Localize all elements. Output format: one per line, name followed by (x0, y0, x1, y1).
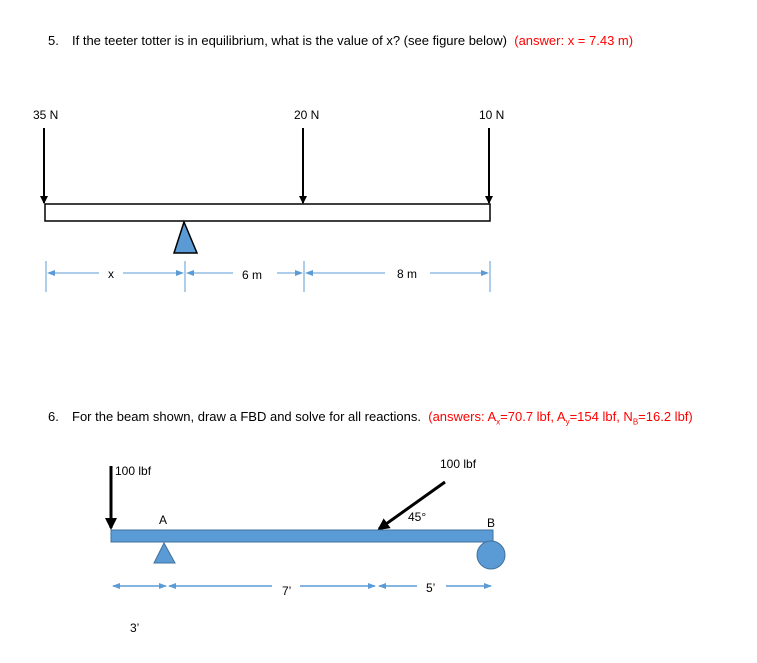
question-number: 6. (48, 409, 59, 424)
dimension-lines (45, 261, 491, 292)
force-label-10n: 10 N (479, 108, 504, 122)
question-text: For the beam shown, draw a FBD and solve… (72, 409, 421, 424)
left-force-label: 100 lbf (115, 464, 152, 478)
fulcrum-triangle (172, 219, 199, 254)
question-number: 5. (48, 33, 59, 48)
pin-support-a (153, 541, 176, 564)
beam (110, 529, 494, 543)
force-label-20n: 20 N (294, 108, 319, 122)
beam-figure: 100 lbf 100 lbf 45° A B 3’ 7’ 5’ (105, 457, 506, 635)
answer-text: (answer: x = 7.43 m) (514, 33, 634, 48)
dimension-7ft: 7’ (282, 584, 291, 598)
dimension-5ft: 5’ (426, 581, 435, 595)
question-text: If the teeter totter is in equilibrium, … (72, 33, 507, 48)
point-b-label: B (487, 516, 495, 530)
question-6: 6. For the beam shown, draw a FBD and sol… (48, 409, 693, 427)
point-a-label: A (159, 513, 167, 527)
question-5: 5. If the teeter totter is in equilibrium… (48, 33, 633, 48)
angled-force-arrow (377, 480, 446, 531)
teeter-beam (44, 203, 491, 222)
dimension-8m: 8 m (397, 267, 417, 281)
dimension-x: x (108, 267, 114, 281)
teeter-totter-figure: 35 N 20 N 10 N x 6 m 8 m (33, 108, 504, 292)
angled-force-label: 100 lbf (440, 457, 477, 471)
roller-support-b (476, 540, 506, 570)
dimension-6m: 6 m (242, 268, 262, 282)
dimension-3ft: 3’ (130, 621, 139, 635)
answer-text: (answers: Ax=70.7 lbf, Ay=154 lbf, NB=16… (428, 409, 693, 427)
force-label-35n: 35 N (33, 108, 58, 122)
angle-label: 45° (408, 510, 426, 524)
